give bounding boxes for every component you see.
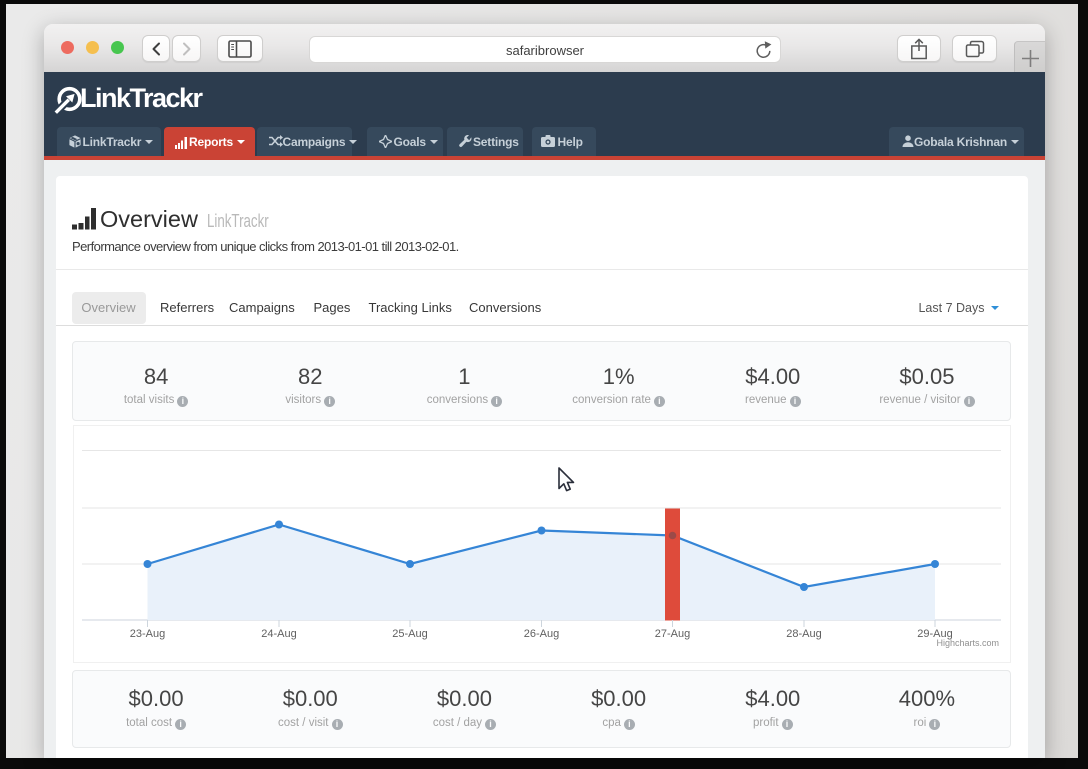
- svg-text:26-Aug: 26-Aug: [523, 628, 558, 640]
- svg-text:24-Aug: 24-Aug: [261, 628, 296, 640]
- svg-text:25-Aug: 25-Aug: [392, 628, 427, 640]
- svg-text:Highcharts.com: Highcharts.com: [936, 638, 999, 648]
- svg-text:29-Aug: 29-Aug: [917, 628, 952, 640]
- svg-text:28-Aug: 28-Aug: [786, 628, 821, 640]
- svg-text:27-Aug: 27-Aug: [654, 628, 689, 640]
- svg-text:23-Aug: 23-Aug: [129, 628, 164, 640]
